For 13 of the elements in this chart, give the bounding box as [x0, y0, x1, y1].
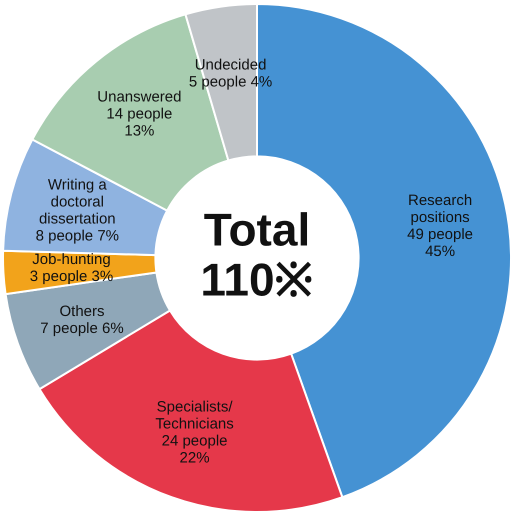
- slice-label: Writing a doctoral dissertation: [38, 176, 116, 228]
- slice-label: Others: [60, 303, 105, 320]
- slice-label: Specialists/ Technicians: [155, 398, 234, 433]
- data-label: 14 people 13%: [106, 105, 172, 140]
- data-label: 24 people 22%: [162, 432, 228, 467]
- data-label: 49 people 45%: [407, 226, 474, 260]
- text: 110※: [200, 254, 314, 306]
- text: Total: [204, 204, 310, 256]
- slice-label: Research positions: [408, 192, 472, 226]
- data-label: 7 people 6%: [40, 320, 124, 338]
- data-label: 8 people 7%: [36, 227, 120, 244]
- slice-label: Job-hunting: [32, 251, 111, 268]
- slice-label: Unanswered: [97, 88, 182, 106]
